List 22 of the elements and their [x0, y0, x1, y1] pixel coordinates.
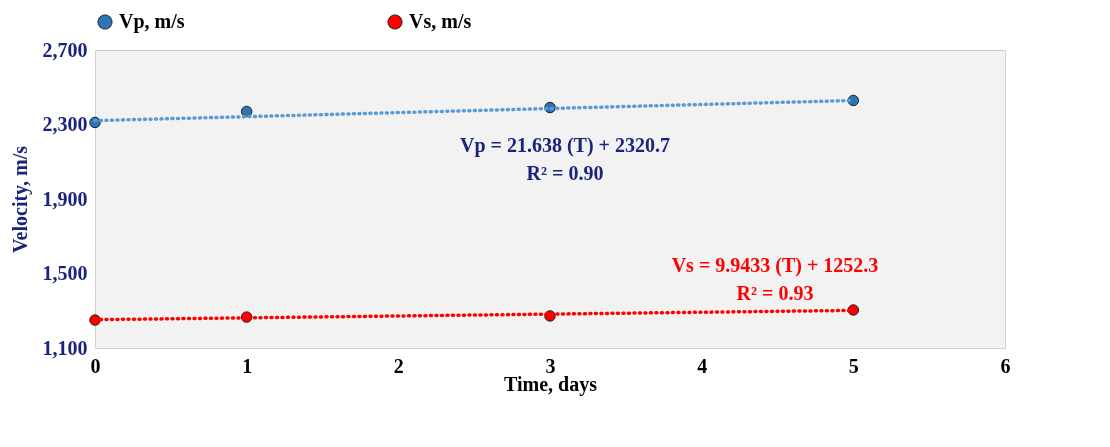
y-tick-label: 2,300	[42, 113, 88, 135]
x-tick-label: 6	[1000, 354, 1011, 377]
point	[240, 105, 253, 118]
legend-label: Vp, m/s	[119, 10, 185, 33]
y-axis-title: Velocity, m/s	[8, 145, 32, 254]
annotation: R² = 0.90	[526, 162, 604, 184]
point	[847, 94, 860, 107]
x-tick-label: 0	[90, 354, 101, 377]
point	[89, 314, 101, 326]
y-tick-label: 1,500	[42, 262, 88, 284]
y-tick-label: 2,700	[42, 38, 88, 61]
x-tick-label: 2	[393, 354, 404, 377]
point	[847, 304, 860, 316]
x-tick-label: 4	[697, 354, 708, 377]
x-tick-label: 5	[848, 354, 859, 377]
annotation: Vs = 9.9433 (T) + 1252.3	[671, 254, 879, 277]
y-tick-label: 1,100	[42, 336, 88, 359]
annotation: Vp = 21.638 (T) + 2320.7	[459, 134, 671, 157]
y-tick-label: 1,900	[42, 187, 88, 210]
x-tick-label: 1	[242, 354, 253, 377]
annotation: R² = 0.93	[736, 282, 814, 304]
legend-label: Vs, m/s	[409, 10, 472, 32]
